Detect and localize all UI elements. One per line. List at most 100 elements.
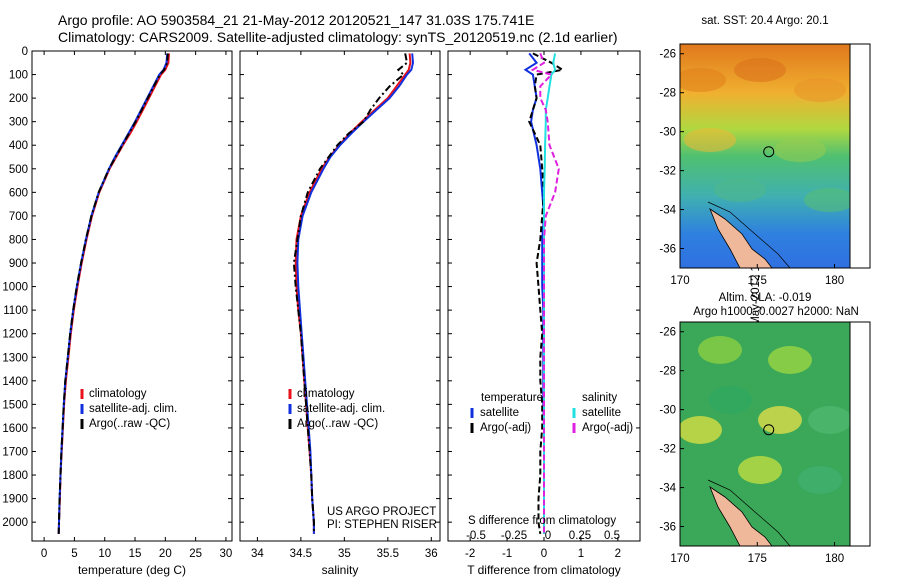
- x-tick-label: 34.5: [290, 548, 312, 560]
- x-tick-label: 15: [129, 548, 142, 560]
- map-frame: [679, 43, 871, 269]
- x-tick-label: 25: [189, 548, 202, 560]
- y-tick-label: -34: [659, 483, 676, 495]
- series-line-argo-raw-qc-: [57, 53, 169, 534]
- top-axis-label: S difference from climatology: [468, 515, 616, 527]
- profile-panel-salinity: 34 34.5 35 35.5 36 salinity climatology satelli…: [239, 50, 441, 577]
- sla-patch: [798, 466, 842, 494]
- x-tick-label: 180: [825, 553, 844, 565]
- x-axis-label: salinity: [322, 563, 359, 577]
- x-tick-label: 30: [220, 548, 233, 560]
- top-tick-label: -0.5: [466, 530, 486, 542]
- x-axis-label: T difference from climatology: [467, 563, 621, 577]
- x-tick-label: 175: [748, 275, 767, 287]
- legend-label: Argo(..raw -QC): [89, 418, 170, 430]
- y-tick-label: 1500: [2, 399, 28, 411]
- legend-label: satellite: [480, 407, 519, 419]
- map-field: [680, 44, 850, 268]
- x-tick-label: 170: [670, 553, 689, 565]
- series-line-salinity-argo-adj-: [530, 53, 560, 534]
- y-tick-label: 2000: [2, 517, 28, 529]
- series-line-satellite-adj-clim-: [296, 53, 415, 534]
- y-tick-label: -32: [659, 444, 676, 456]
- land-new-zealand: [709, 485, 773, 546]
- top-tick-label: 0.25: [569, 530, 591, 542]
- bathymetry-contour: [707, 201, 791, 268]
- annotation-text: US ARGO PROJECT: [327, 506, 436, 518]
- figure-title-line2: Climatology: CARS2009. Satellite-adjuste…: [58, 29, 618, 45]
- map-frame: [679, 321, 871, 547]
- y-tick-label: 1800: [2, 470, 28, 482]
- x-tick-label: 0: [41, 548, 47, 560]
- figure-title-line1: Argo profile: AO 5903584_21 21-May-2012 …: [58, 12, 535, 28]
- sst-patch: [684, 128, 736, 152]
- y-tick-label: -34: [659, 205, 676, 217]
- sla-patch: [808, 406, 850, 434]
- land-new-zealand: [709, 207, 773, 268]
- map-colorbar-gap: [849, 43, 871, 269]
- legend-header: temperature: [481, 392, 543, 404]
- sst-patch: [734, 58, 786, 82]
- profile-panel-temperature: 0 5 10 15 20 25 300100200300400500600700800900…: [2, 46, 233, 577]
- series-line-climatology: [294, 53, 412, 534]
- x-tick-label: -1: [502, 548, 512, 560]
- y-tick-label: 0: [22, 46, 28, 58]
- x-axis-label: temperature (deg C): [78, 563, 186, 577]
- series-line-salinity-satellite: [543, 53, 557, 534]
- x-tick-label: 20: [159, 548, 172, 560]
- x-tick-label: 175: [748, 553, 767, 565]
- y-tick-label: 500: [9, 164, 28, 176]
- sst-patch: [804, 188, 850, 212]
- sla-map-title-line1: Altim. SLA: -0.019: [719, 292, 812, 304]
- x-tick-label: 5: [71, 548, 77, 560]
- x-tick-label: 1: [578, 548, 584, 560]
- y-tick-label: 200: [9, 93, 28, 105]
- argo-location-marker: [763, 424, 775, 436]
- y-tick-label: 900: [9, 258, 28, 270]
- x-tick-label: 0: [541, 548, 547, 560]
- x-tick-label: 35: [338, 548, 351, 560]
- sst-patch: [774, 138, 826, 162]
- map-field: [680, 322, 850, 546]
- sla-patch: [708, 386, 752, 414]
- map-panel-sla_map: -26 -28 -30 -32 -34 -36 170 175 180: [659, 321, 871, 565]
- series-line-argo-raw-qc-: [292, 53, 409, 534]
- y-tick-label: 1200: [2, 329, 28, 341]
- x-tick-label: 36: [425, 548, 438, 560]
- sla-patch: [758, 406, 802, 434]
- y-tick-label: -30: [659, 127, 676, 139]
- legend-label: Argo(-adj): [582, 422, 633, 434]
- annotation-text: PI: STEPHEN RISER: [327, 519, 437, 531]
- plot-frame: [447, 50, 641, 542]
- y-tick-label: -28: [659, 88, 676, 100]
- y-tick-label: 1400: [2, 376, 28, 388]
- sla-patch: [738, 456, 782, 484]
- y-tick-label: -36: [659, 522, 676, 534]
- sla-map-title-line2: Argo h1000: 0.0027 h2000: NaN: [693, 306, 859, 318]
- sst-patch: [794, 78, 846, 102]
- y-tick-label: -26: [659, 327, 676, 339]
- sst-map-title: sat. SST: 20.4 Argo: 20.1: [701, 15, 828, 27]
- legend-label: satellite: [582, 407, 621, 419]
- sst-patch: [680, 68, 726, 92]
- legend-label: satellite-adj. clim.: [297, 403, 385, 415]
- sla-patch: [680, 416, 722, 444]
- y-tick-label: 700: [9, 211, 28, 223]
- map-colorbar-gap: [849, 321, 871, 547]
- x-tick-label: 34: [251, 548, 264, 560]
- x-tick-label: 10: [98, 548, 111, 560]
- y-tick-label: -28: [659, 366, 676, 378]
- bathymetry-contour: [707, 479, 791, 546]
- x-tick-label: 170: [670, 275, 689, 287]
- y-tick-label: 100: [9, 70, 28, 82]
- map-panel-sst_map: -26 -28 -30 -32 -34 -36 170 175 180: [659, 43, 871, 287]
- profile-panel-difference: -2 -1 0 1 2 T difference from climatology temp…: [447, 50, 641, 577]
- top-tick-label: 0.5: [604, 530, 620, 542]
- series-line-temperature-argo-adj-: [528, 52, 566, 535]
- legend-label: satellite-adj. clim.: [89, 403, 177, 415]
- y-tick-label: 1100: [3, 305, 28, 317]
- y-tick-label: 1700: [2, 446, 28, 458]
- sst-patch: [714, 178, 766, 202]
- y-tick-label: -36: [659, 244, 676, 256]
